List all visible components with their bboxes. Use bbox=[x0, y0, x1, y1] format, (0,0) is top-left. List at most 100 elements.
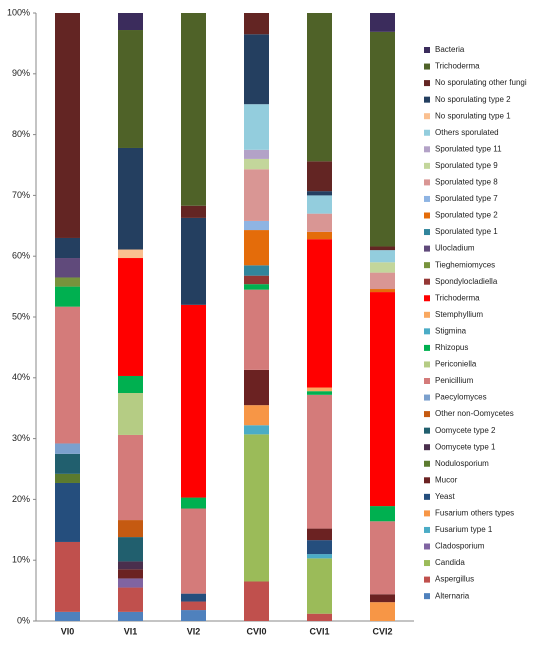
bar-segment bbox=[118, 147, 143, 250]
bar-segment bbox=[181, 497, 206, 509]
legend-label: No sporulating type 1 bbox=[435, 111, 511, 120]
legend-swatch bbox=[424, 129, 430, 136]
y-tick-label: 100% bbox=[7, 7, 30, 17]
legend-label: Others sporulated bbox=[435, 128, 499, 137]
bar-segment bbox=[244, 289, 269, 370]
x-tick-label: CVI1 bbox=[309, 626, 329, 636]
bar-segment bbox=[244, 230, 269, 266]
legend-swatch bbox=[424, 460, 430, 467]
legend-label: Sporulated type 8 bbox=[435, 178, 498, 187]
legend-label: No sporulating type 2 bbox=[435, 95, 511, 104]
legend-swatch bbox=[424, 344, 430, 351]
bar-segment bbox=[307, 394, 332, 529]
legend-label: Sporulated type 2 bbox=[435, 211, 498, 220]
legend-label: Paecylomyces bbox=[435, 393, 487, 402]
bar-segment bbox=[118, 578, 143, 588]
bar-segment bbox=[118, 520, 143, 538]
legend-swatch bbox=[424, 262, 430, 269]
legend-swatch bbox=[424, 593, 430, 600]
legend-swatch bbox=[424, 146, 430, 153]
bar-segment bbox=[370, 289, 395, 293]
legend-swatch bbox=[424, 295, 430, 302]
bar-segment bbox=[370, 521, 395, 595]
bar-segment bbox=[244, 13, 269, 35]
bar-segment bbox=[55, 13, 80, 238]
legend-swatch bbox=[424, 96, 430, 103]
bar-segment bbox=[244, 169, 269, 221]
legend-swatch bbox=[424, 278, 430, 285]
y-tick-label: 30% bbox=[12, 433, 30, 443]
bar-segment bbox=[370, 262, 395, 273]
legend-swatch bbox=[424, 328, 430, 335]
x-tick-label: VI2 bbox=[187, 626, 201, 636]
bar-segment bbox=[55, 453, 80, 474]
bar-segment bbox=[244, 284, 269, 290]
bar-segment bbox=[307, 387, 332, 392]
bar-segment bbox=[181, 304, 206, 498]
legend-label: Sporulated type 11 bbox=[435, 144, 502, 153]
legend-label: Other non-Oomycetes bbox=[435, 409, 514, 418]
bar-segment bbox=[244, 158, 269, 170]
bar-segment bbox=[307, 195, 332, 214]
legend-label: Mucor bbox=[435, 475, 458, 484]
bar-segment bbox=[118, 30, 143, 148]
bar-segment bbox=[55, 443, 80, 454]
legend-label: Stemphyllium bbox=[435, 310, 483, 319]
bar-segment bbox=[370, 31, 395, 247]
bar-segment bbox=[118, 249, 143, 259]
bar-segment bbox=[307, 239, 332, 388]
legend-swatch bbox=[424, 394, 430, 401]
bar-segment bbox=[307, 554, 332, 559]
y-tick-label: 0% bbox=[17, 615, 30, 625]
legend-swatch bbox=[424, 311, 430, 318]
legend-swatch bbox=[424, 477, 430, 484]
bar-segment bbox=[307, 540, 332, 555]
legend-swatch bbox=[424, 427, 430, 434]
bar-segment bbox=[55, 277, 80, 287]
legend-swatch bbox=[424, 493, 430, 500]
bar-segment bbox=[55, 473, 80, 483]
legend-swatch bbox=[424, 80, 430, 87]
bar-segment bbox=[244, 34, 269, 105]
legend-swatch bbox=[424, 361, 430, 368]
legend-swatch bbox=[424, 526, 430, 533]
x-tick-label: VI0 bbox=[61, 626, 75, 636]
bar-segment bbox=[118, 587, 143, 612]
bar-segment bbox=[118, 611, 143, 621]
legend-swatch bbox=[424, 510, 430, 517]
legend-label: Stigmina bbox=[435, 326, 467, 335]
bar-segment bbox=[55, 237, 80, 259]
legend-label: Fusarium others types bbox=[435, 509, 514, 518]
legend-label: Tieghemiomyces bbox=[435, 260, 495, 269]
y-tick-label: 60% bbox=[12, 251, 30, 261]
legend-label: Trichoderma bbox=[435, 293, 480, 302]
legend-label: Ulocladium bbox=[435, 244, 475, 253]
legend-label: Cladosporium bbox=[435, 542, 485, 551]
legend-label: Yeast bbox=[435, 492, 456, 501]
legend-label: Rhizopus bbox=[435, 343, 468, 352]
bar-segment bbox=[181, 13, 206, 206]
y-tick-label: 40% bbox=[12, 372, 30, 382]
x-tick-label: VI1 bbox=[124, 626, 138, 636]
bar-segment bbox=[244, 265, 269, 276]
bar-segment bbox=[181, 205, 206, 218]
legend-swatch bbox=[424, 195, 430, 202]
y-tick-label: 50% bbox=[12, 311, 30, 321]
bar-segment bbox=[55, 611, 80, 621]
legend-label: Penicillium bbox=[435, 376, 474, 385]
legend-label: Alternaria bbox=[435, 591, 470, 600]
bar-segment bbox=[244, 369, 269, 406]
bar-segment bbox=[307, 13, 332, 162]
legend-label: Sporulated type 1 bbox=[435, 227, 498, 236]
bar-segment bbox=[370, 250, 395, 263]
bar-segment bbox=[244, 149, 269, 159]
legend-label: Oomycete type 1 bbox=[435, 442, 496, 451]
bar-segment bbox=[307, 528, 332, 541]
bar-segment bbox=[244, 104, 269, 150]
bar-segment bbox=[370, 246, 395, 251]
legend-swatch bbox=[424, 378, 430, 384]
legend-label: Spondylocladiella bbox=[435, 277, 498, 286]
legend-swatch bbox=[424, 411, 430, 418]
x-tick-label: CVI0 bbox=[246, 626, 266, 636]
